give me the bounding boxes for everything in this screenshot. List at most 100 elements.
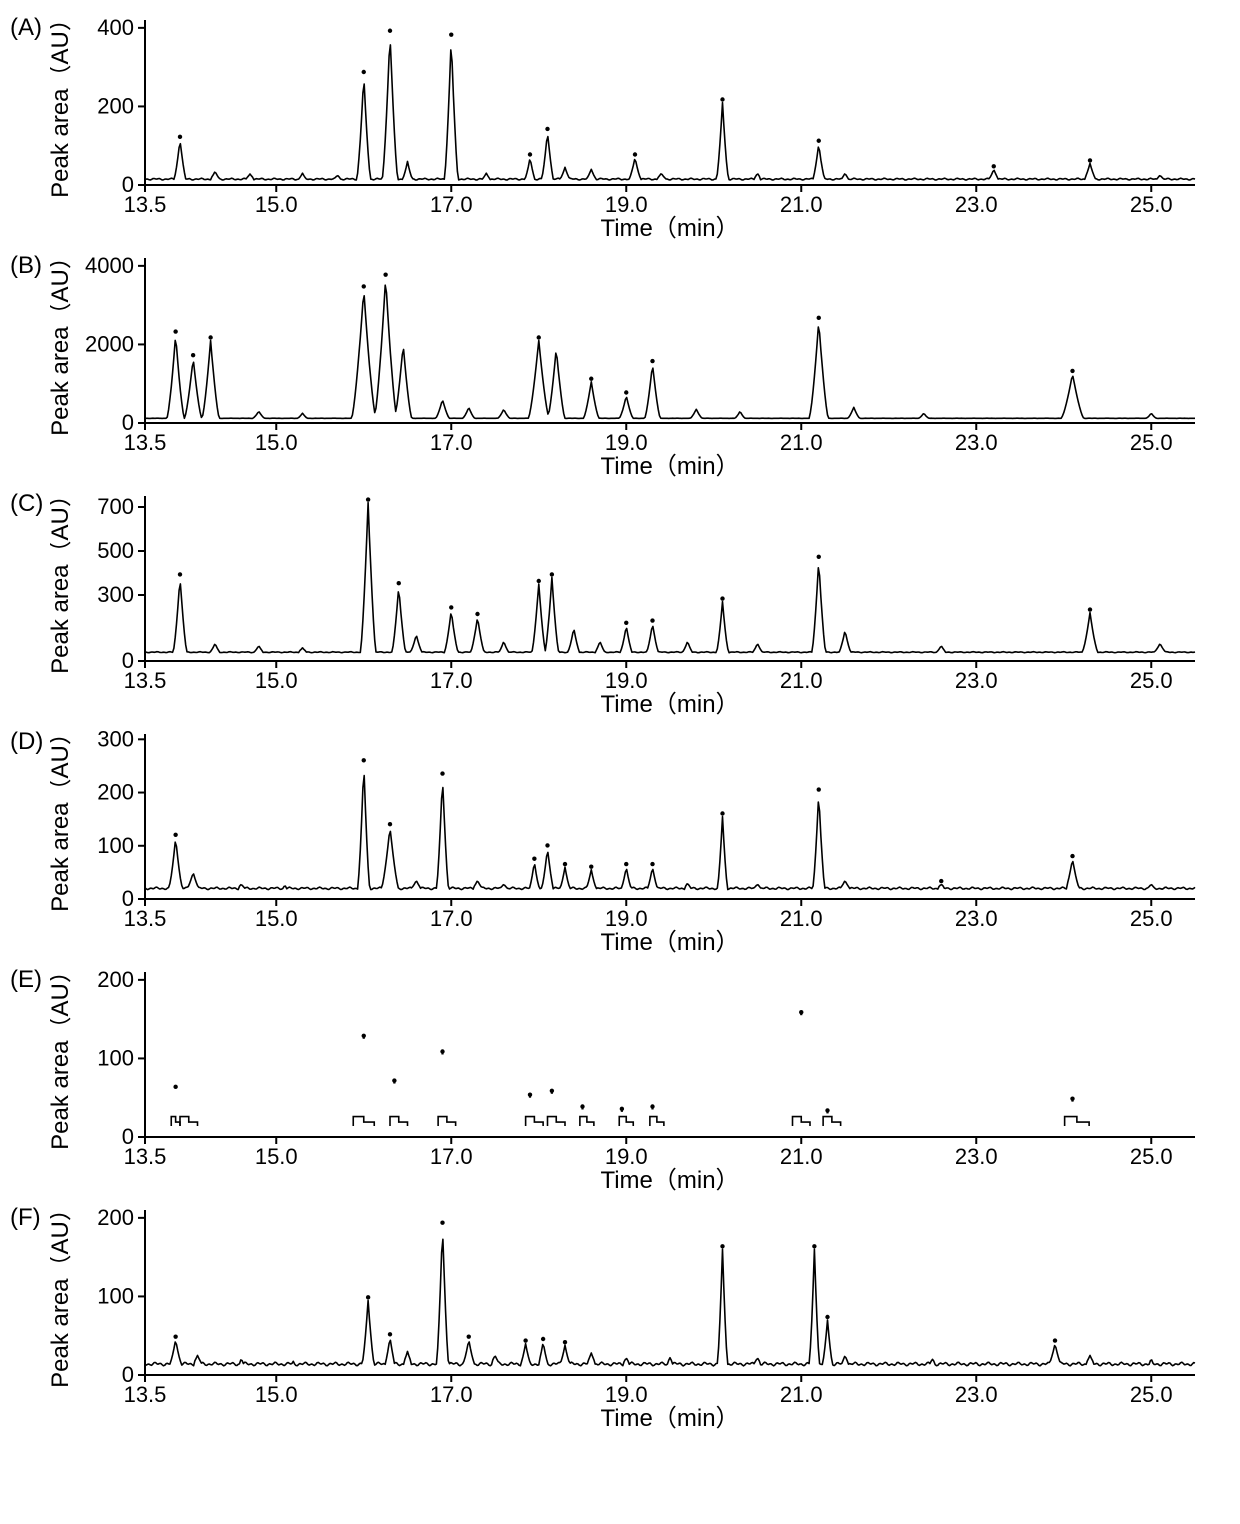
panel-A: (A)020040013.515.017.019.021.023.025.0Pe… — [10, 10, 1240, 240]
ytick-label: 200 — [97, 967, 134, 992]
ytick-label: 100 — [97, 1045, 134, 1070]
peak-marker — [545, 127, 549, 131]
peak-marker — [580, 1104, 584, 1108]
peak-marker — [550, 572, 554, 576]
peak-marker — [362, 758, 366, 762]
peak-marker — [541, 1337, 545, 1341]
panel-F: (F)010020013.515.017.019.021.023.025.0Pe… — [10, 1200, 1240, 1430]
peak-marker — [475, 612, 479, 616]
xtick-label: 25.0 — [1130, 192, 1173, 217]
peak-marker — [817, 316, 821, 320]
xtick-label: 21.0 — [780, 1382, 823, 1407]
xtick-label: 15.0 — [255, 668, 298, 693]
xtick-label: 21.0 — [780, 906, 823, 931]
peak-marker — [366, 497, 370, 501]
peak-marker — [362, 1034, 366, 1038]
panel-label-C: (C) — [10, 486, 50, 518]
xtick-label: 21.0 — [780, 1144, 823, 1169]
peak-marker — [388, 822, 392, 826]
chromatogram-trace — [145, 503, 1195, 653]
y-axis-label: Peak area（AU） — [50, 962, 74, 1150]
panel-B: (B)02000400013.515.017.019.021.023.025.0… — [10, 248, 1240, 478]
peak-marker — [383, 272, 387, 276]
peak-marker — [537, 335, 541, 339]
xtick-label: 17.0 — [430, 192, 473, 217]
xtick-label: 13.5 — [124, 906, 167, 931]
peak-marker — [825, 1108, 829, 1112]
ytick-label: 4000 — [85, 253, 134, 278]
peak-marker — [817, 139, 821, 143]
peak-marker — [1088, 607, 1092, 611]
xtick-label: 17.0 — [430, 1382, 473, 1407]
peak-marker — [720, 1244, 724, 1248]
peak-marker — [449, 605, 453, 609]
xtick-label: 13.5 — [124, 192, 167, 217]
ytick-label: 200 — [97, 93, 134, 118]
peak-marker — [1070, 854, 1074, 858]
peak-marker — [720, 811, 724, 815]
peak-marker — [362, 284, 366, 288]
peak-marker — [1088, 158, 1092, 162]
peak-marker — [178, 572, 182, 576]
xtick-label: 23.0 — [955, 1382, 998, 1407]
peak-marker — [440, 771, 444, 775]
peak-marker — [173, 329, 177, 333]
xtick-label: 15.0 — [255, 192, 298, 217]
peak-marker — [449, 32, 453, 36]
chromatogram-trace — [145, 45, 1195, 180]
xtick-label: 13.5 — [124, 1144, 167, 1169]
xtick-label: 19.0 — [605, 906, 648, 931]
peak-marker — [173, 1085, 177, 1089]
xtick-label: 15.0 — [255, 1382, 298, 1407]
xtick-label: 13.5 — [124, 1382, 167, 1407]
peak-marker — [620, 1107, 624, 1111]
chromatogram-trace — [145, 776, 1195, 890]
ytick-label: 300 — [97, 726, 134, 751]
peak-marker — [440, 1049, 444, 1053]
y-axis-label: Peak area（AU） — [50, 248, 74, 436]
peak-marker — [191, 353, 195, 357]
y-axis-label: Peak area（AU） — [50, 1200, 74, 1388]
ytick-label: 400 — [97, 15, 134, 40]
panel-E: (E)010020013.515.017.019.021.023.025.0Pe… — [10, 962, 1240, 1192]
chromatogram-chart-E: 010020013.515.017.019.021.023.025.0Peak … — [50, 962, 1210, 1192]
xtick-label: 15.0 — [255, 430, 298, 455]
peak-marker — [537, 579, 541, 583]
panel-C: (C)030050070013.515.017.019.021.023.025.… — [10, 486, 1240, 716]
peak-marker — [1053, 1338, 1057, 1342]
peak-marker — [532, 857, 536, 861]
xtick-label: 15.0 — [255, 1144, 298, 1169]
y-axis-label: Peak area（AU） — [50, 724, 74, 912]
peak-marker — [589, 377, 593, 381]
xtick-label: 17.0 — [430, 668, 473, 693]
chromatogram-chart-C: 030050070013.515.017.019.021.023.025.0Pe… — [50, 486, 1210, 716]
peak-marker — [178, 135, 182, 139]
x-axis-label: Time（min） — [600, 929, 739, 954]
peak-marker — [397, 581, 401, 585]
peak-marker — [388, 1332, 392, 1336]
ytick-label: 500 — [97, 538, 134, 563]
peak-marker — [1070, 369, 1074, 373]
x-axis-label: Time（min） — [600, 691, 739, 716]
ytick-label: 100 — [97, 833, 134, 858]
peak-marker — [173, 833, 177, 837]
peak-marker — [362, 70, 366, 74]
xtick-label: 25.0 — [1130, 668, 1173, 693]
chromatogram-chart-D: 010020030013.515.017.019.021.023.025.0Pe… — [50, 724, 1210, 954]
xtick-label: 17.0 — [430, 906, 473, 931]
peak-marker — [650, 862, 654, 866]
peak-marker — [624, 390, 628, 394]
xtick-label: 23.0 — [955, 192, 998, 217]
peak-marker — [812, 1244, 816, 1248]
xtick-label: 23.0 — [955, 1144, 998, 1169]
peak-marker — [467, 1334, 471, 1338]
peak-marker — [528, 1093, 532, 1097]
peak-marker — [208, 335, 212, 339]
xtick-label: 23.0 — [955, 906, 998, 931]
xtick-label: 23.0 — [955, 430, 998, 455]
panel-D: (D)010020030013.515.017.019.021.023.025.… — [10, 724, 1240, 954]
peak-marker — [817, 787, 821, 791]
xtick-label: 23.0 — [955, 668, 998, 693]
peak-marker — [825, 1315, 829, 1319]
peak-marker — [939, 879, 943, 883]
